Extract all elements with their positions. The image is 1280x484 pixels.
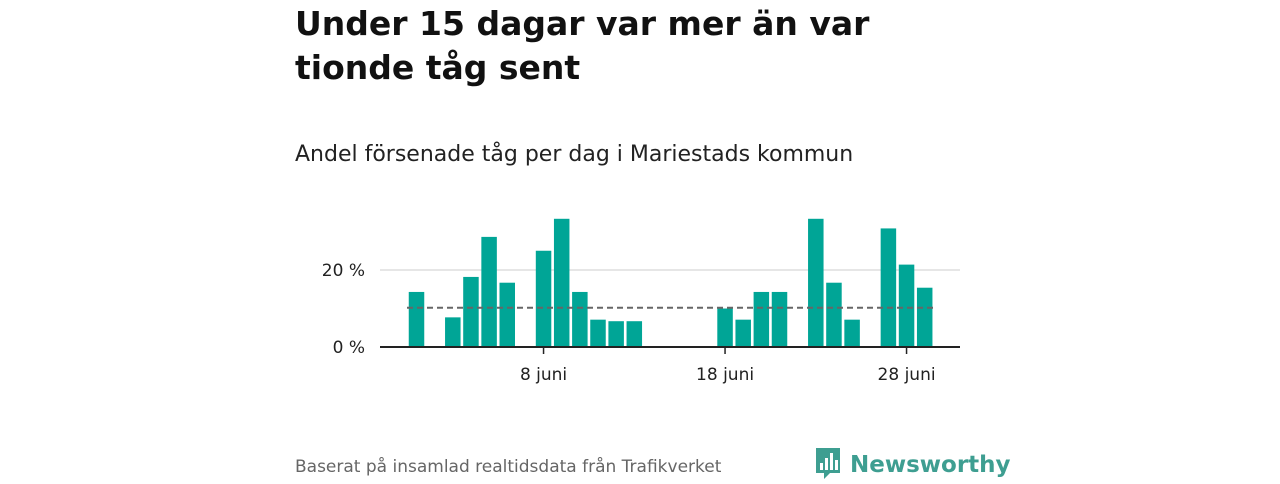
bar (771, 291, 788, 347)
brand-name: Newsworthy (850, 452, 1011, 478)
bar (481, 236, 497, 347)
x-tick-label: 28 juni (878, 365, 936, 385)
bars (408, 218, 933, 347)
bar (735, 319, 751, 347)
bar (590, 319, 606, 347)
bar (445, 317, 461, 347)
axes: 0 % 20 % 8 juni 18 juni 28 juni (322, 261, 960, 385)
bar (844, 319, 860, 347)
newsworthy-bar-chart-icon (814, 446, 842, 484)
bar (808, 218, 824, 347)
bar (717, 308, 733, 347)
bar (753, 291, 770, 347)
bar (553, 218, 570, 347)
chart-title: Under 15 dagar var mer än var tionde tåg… (295, 4, 870, 87)
bar (535, 250, 552, 347)
brand[interactable]: Newsworthy (814, 446, 1011, 484)
y-tick-label: 0 % (333, 338, 365, 358)
bar (898, 264, 915, 347)
bar (880, 228, 897, 347)
y-tick-label: 20 % (322, 261, 365, 281)
bar (626, 321, 643, 347)
bar (499, 282, 515, 347)
x-tick-label: 18 juni (696, 365, 754, 385)
bar (916, 287, 933, 347)
bar (826, 282, 842, 347)
chart-subtitle: Andel försenade tåg per dag i Mariestads… (295, 142, 854, 167)
source-note: Baserat på insamlad realtidsdata från Tr… (295, 457, 722, 477)
x-tick-label: 8 juni (520, 365, 567, 385)
bar (463, 276, 479, 347)
bar (572, 291, 588, 347)
bar (608, 321, 624, 347)
bar (408, 291, 425, 347)
